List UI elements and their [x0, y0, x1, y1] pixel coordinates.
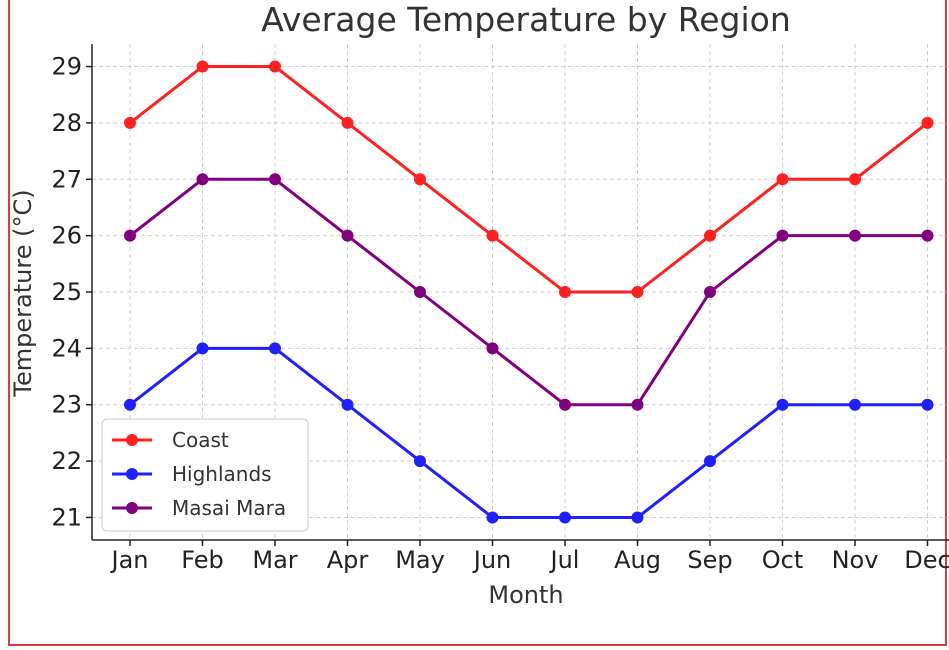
- data-point: [631, 286, 644, 298]
- x-tick-label: Sep: [687, 546, 732, 574]
- x-tick-label: Oct: [762, 546, 804, 574]
- data-point: [341, 229, 354, 242]
- chart-title: Average Temperature by Region: [261, 0, 790, 39]
- data-point: [196, 60, 209, 73]
- legend-box: [101, 418, 309, 532]
- x-tick-label: Apr: [327, 546, 369, 574]
- data-point: [776, 229, 789, 242]
- y-axis-label: Temperature (°C): [9, 189, 37, 397]
- legend-swatch-marker: [126, 434, 138, 446]
- x-tick-label: Jun: [472, 546, 512, 574]
- data-point: [704, 229, 716, 242]
- legend-label: Masai Mara: [172, 496, 286, 520]
- y-tick-label: 25: [51, 278, 82, 306]
- x-tick-label: Aug: [614, 546, 661, 574]
- data-point: [269, 60, 281, 73]
- chart-frame: [8, 0, 947, 646]
- y-tick-label: 24: [51, 334, 82, 362]
- x-axis-label: Month: [488, 581, 563, 609]
- legend-label: Highlands: [172, 462, 272, 486]
- x-tick-labels: Jan Feb Mar Apr May Jun Jul Aug Sep Oct Nov Dec: [110, 546, 949, 574]
- legend-swatch-marker: [126, 468, 138, 480]
- x-tick-label: Feb: [181, 546, 224, 574]
- data-point: [124, 116, 136, 129]
- data-point: [776, 398, 789, 411]
- data-point: [414, 286, 426, 298]
- data-point: [776, 173, 789, 186]
- x-tick-label: Dec: [904, 546, 949, 574]
- data-point: [704, 286, 716, 298]
- data-point: [849, 173, 861, 186]
- axes: [86, 44, 949, 546]
- data-point: [269, 173, 281, 186]
- data-point: [124, 229, 136, 242]
- data-point: [849, 229, 861, 242]
- data-point: [196, 342, 209, 355]
- data-point: [704, 455, 716, 468]
- data-point: [196, 173, 209, 186]
- data-point: [341, 398, 354, 411]
- x-tick-label: May: [395, 546, 445, 574]
- x-tick-label: Jul: [549, 546, 580, 574]
- y-tick-label: 26: [51, 222, 82, 250]
- data-point: [124, 398, 136, 411]
- data-point: [486, 511, 499, 524]
- y-tick-label: 27: [51, 165, 82, 193]
- data-point: [921, 398, 934, 411]
- data-point: [921, 116, 934, 129]
- data-point: [631, 511, 644, 524]
- data-point: [486, 229, 499, 242]
- x-tick-label: Mar: [252, 546, 297, 574]
- legend-swatch-marker: [126, 502, 138, 514]
- series-line: [129, 65, 929, 294]
- y-tick-label: 28: [51, 109, 82, 137]
- y-tick-labels: 21 22 23 24 25 26 27 28 29: [51, 53, 82, 532]
- data-point: [631, 398, 644, 411]
- data-point: [849, 398, 861, 411]
- data-point: [341, 116, 354, 129]
- data-point: [921, 229, 934, 242]
- x-tick-label: Jan: [110, 546, 149, 574]
- series-line: [129, 177, 928, 407]
- legend-label: Coast: [172, 428, 229, 452]
- data-point: [559, 398, 571, 411]
- series-line: [129, 346, 928, 519]
- series-group: [124, 60, 934, 524]
- y-tick-label: 29: [51, 53, 82, 81]
- data-point: [559, 286, 571, 298]
- data-point: [486, 342, 499, 355]
- data-point: [559, 511, 571, 524]
- y-tick-label: 21: [51, 503, 82, 531]
- data-point: [414, 455, 426, 468]
- data-point: [269, 342, 281, 355]
- data-point: [414, 173, 426, 186]
- y-tick-label: 22: [51, 447, 82, 475]
- y-tick-label: 23: [51, 391, 82, 419]
- legend: Coast Highlands Masai Mara: [101, 418, 309, 532]
- x-tick-label: Nov: [832, 546, 879, 574]
